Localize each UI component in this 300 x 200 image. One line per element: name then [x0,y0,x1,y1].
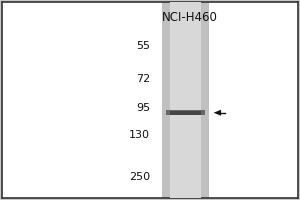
Text: NCI-H460: NCI-H460 [162,11,218,24]
Bar [170,2,201,198]
Text: 95: 95 [136,103,150,113]
Bar [166,110,205,115]
Bar [170,111,201,115]
Bar [162,2,209,198]
Text: 250: 250 [129,172,150,182]
Text: 72: 72 [136,74,150,84]
Text: 130: 130 [129,130,150,140]
Text: 55: 55 [136,41,150,51]
Polygon shape [214,110,221,116]
